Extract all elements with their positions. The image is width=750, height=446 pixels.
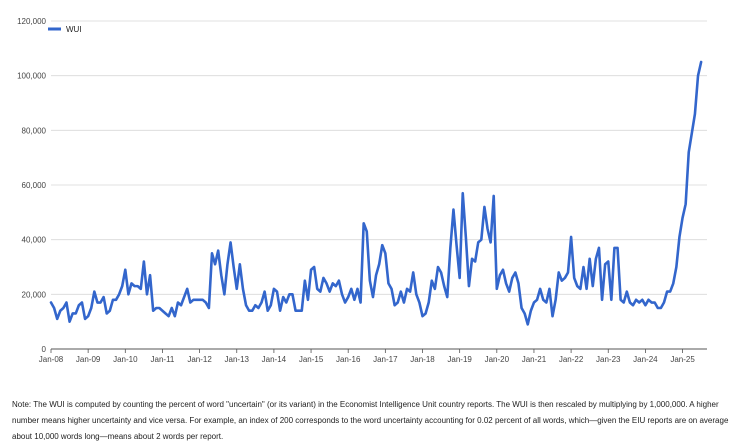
y-axis: 0 20,000 40,000 60,000 80,000 100,000 120,000 <box>17 17 46 354</box>
y-tick-label: 100,000 <box>17 72 46 81</box>
legend: WUI <box>48 25 82 34</box>
series-line-wui <box>49 60 703 326</box>
x-tick-label: Jan-24 <box>633 355 658 364</box>
x-tick-label: Jan-18 <box>410 355 435 364</box>
x-tick-label: Jan-10 <box>113 355 138 364</box>
x-tick-label: Jan-16 <box>336 355 361 364</box>
x-tick-label: Jan-09 <box>76 355 101 364</box>
gridlines <box>51 20 707 350</box>
y-tick-label: 80,000 <box>22 126 47 135</box>
x-tick-label: Jan-22 <box>559 355 584 364</box>
footnote: Note: The WUI is computed by counting th… <box>12 400 729 441</box>
x-tick-label: Jan-21 <box>522 355 547 364</box>
x-tick-label: Jan-11 <box>151 355 175 364</box>
x-tick-label: Jan-08 <box>39 355 64 364</box>
x-tick-label: Jan-19 <box>447 355 472 364</box>
y-tick-label: 20,000 <box>22 290 47 299</box>
y-tick-label: 40,000 <box>22 236 47 245</box>
y-tick-label: 120,000 <box>17 17 46 26</box>
x-tick-label: Jan-17 <box>373 355 398 364</box>
x-tick-label: Jan-25 <box>670 355 695 364</box>
x-tick-label: Jan-20 <box>485 355 510 364</box>
y-tick-label: 60,000 <box>22 181 47 190</box>
legend-label-wui: WUI <box>66 25 82 34</box>
x-tick-label: Jan-12 <box>187 355 212 364</box>
x-tick-label: Jan-15 <box>299 355 324 364</box>
x-axis: Jan-08 Jan-09 Jan-10 Jan-11 Jan-12 Jan-13 Jan-… <box>39 349 695 364</box>
x-tick-label: Jan-13 <box>225 355 250 364</box>
x-tick-label: Jan-23 <box>596 355 621 364</box>
y-tick-label: 0 <box>42 345 47 354</box>
x-tick-label: Jan-14 <box>262 355 287 364</box>
wui-line-chart: 020,00040,00060,00080,000100,000120,000 … <box>17 17 707 364</box>
